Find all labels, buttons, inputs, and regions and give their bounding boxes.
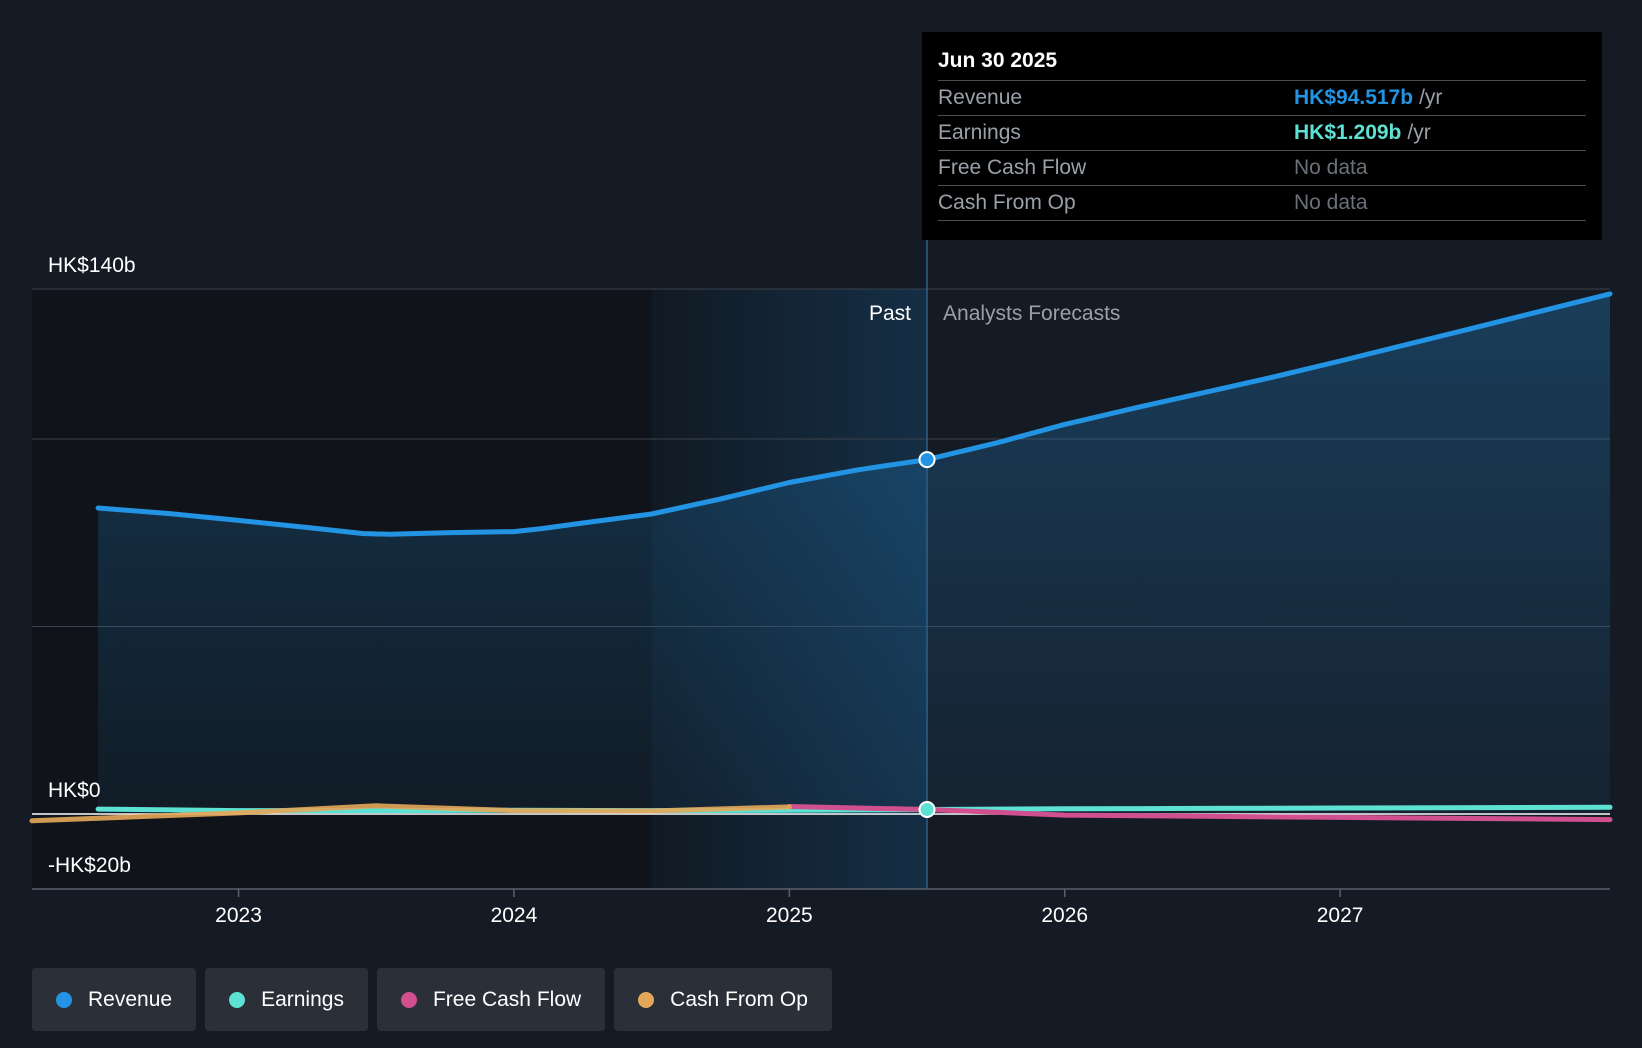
tooltip-label: Earnings — [938, 121, 1021, 144]
y-label-top: HK$140b — [48, 254, 136, 277]
tooltip-row-earnings: Earnings HK$1.209b /yr — [938, 115, 1586, 150]
tooltip-label: Cash From Op — [938, 191, 1076, 214]
forecast-label: Analysts Forecasts — [943, 302, 1120, 325]
tooltip-unit: /yr — [1419, 86, 1443, 109]
legend-label: Cash From Op — [670, 987, 808, 1011]
tooltip-label: Free Cash Flow — [938, 156, 1087, 179]
legend-item-cash-from-op[interactable]: Cash From Op — [614, 968, 832, 1031]
tooltip-value: No data — [1294, 156, 1368, 179]
x-tick-label: 2024 — [491, 904, 538, 927]
tooltip-row-free-cash-flow: Free Cash Flow No data — [938, 150, 1586, 185]
legend-item-earnings[interactable]: Earnings — [205, 968, 368, 1031]
tooltip: Jun 30 2025 Revenue HK$94.517b /yr Earni… — [922, 32, 1602, 240]
past-label: Past — [869, 302, 911, 325]
tooltip-row-cash-from-op: Cash From Op No data — [938, 185, 1586, 221]
legend-item-revenue[interactable]: Revenue — [32, 968, 197, 1031]
legend-label: Revenue — [88, 987, 173, 1011]
tooltip-value: No data — [1294, 191, 1368, 214]
revenue-line — [95, 291, 1613, 537]
x-tick-label: 2027 — [1317, 904, 1364, 927]
earnings-highlight-point[interactable] — [918, 801, 936, 818]
legend: Revenue Earnings Free Cash Flow Cash Fro… — [32, 968, 832, 1031]
cash-from-op-line — [29, 803, 792, 824]
y-label-bottom: -HK$20b — [48, 854, 131, 877]
free-cash-flow-line — [786, 804, 1613, 823]
y-label-zero: HK$0 — [48, 779, 101, 802]
tooltip-value: HK$94.517b — [1294, 86, 1414, 109]
cash-from-op-dot-icon — [638, 991, 655, 1008]
x-tick-label: 2026 — [1041, 904, 1088, 927]
x-tick-label: 2025 — [766, 904, 813, 927]
tooltip-value: HK$1.209b — [1294, 121, 1402, 144]
legend-label: Earnings — [261, 987, 344, 1011]
legend-label: Free Cash Flow — [432, 987, 582, 1011]
tooltip-unit: /yr — [1407, 121, 1431, 144]
revenue-area — [98, 293, 1611, 814]
earnings-dot-icon — [229, 991, 246, 1008]
tooltip-date: Jun 30 2025 — [938, 49, 1058, 72]
legend-item-free-cash-flow[interactable]: Free Cash Flow — [376, 968, 606, 1031]
tooltip-label: Revenue — [938, 86, 1023, 109]
revenue-highlight-point[interactable] — [918, 451, 936, 469]
revenue-dot-icon — [56, 991, 72, 1008]
tooltip-row-revenue: Revenue HK$94.517b /yr — [938, 80, 1586, 115]
x-tick-label: 2023 — [215, 904, 262, 927]
free-cash-flow-dot-icon — [400, 991, 417, 1008]
